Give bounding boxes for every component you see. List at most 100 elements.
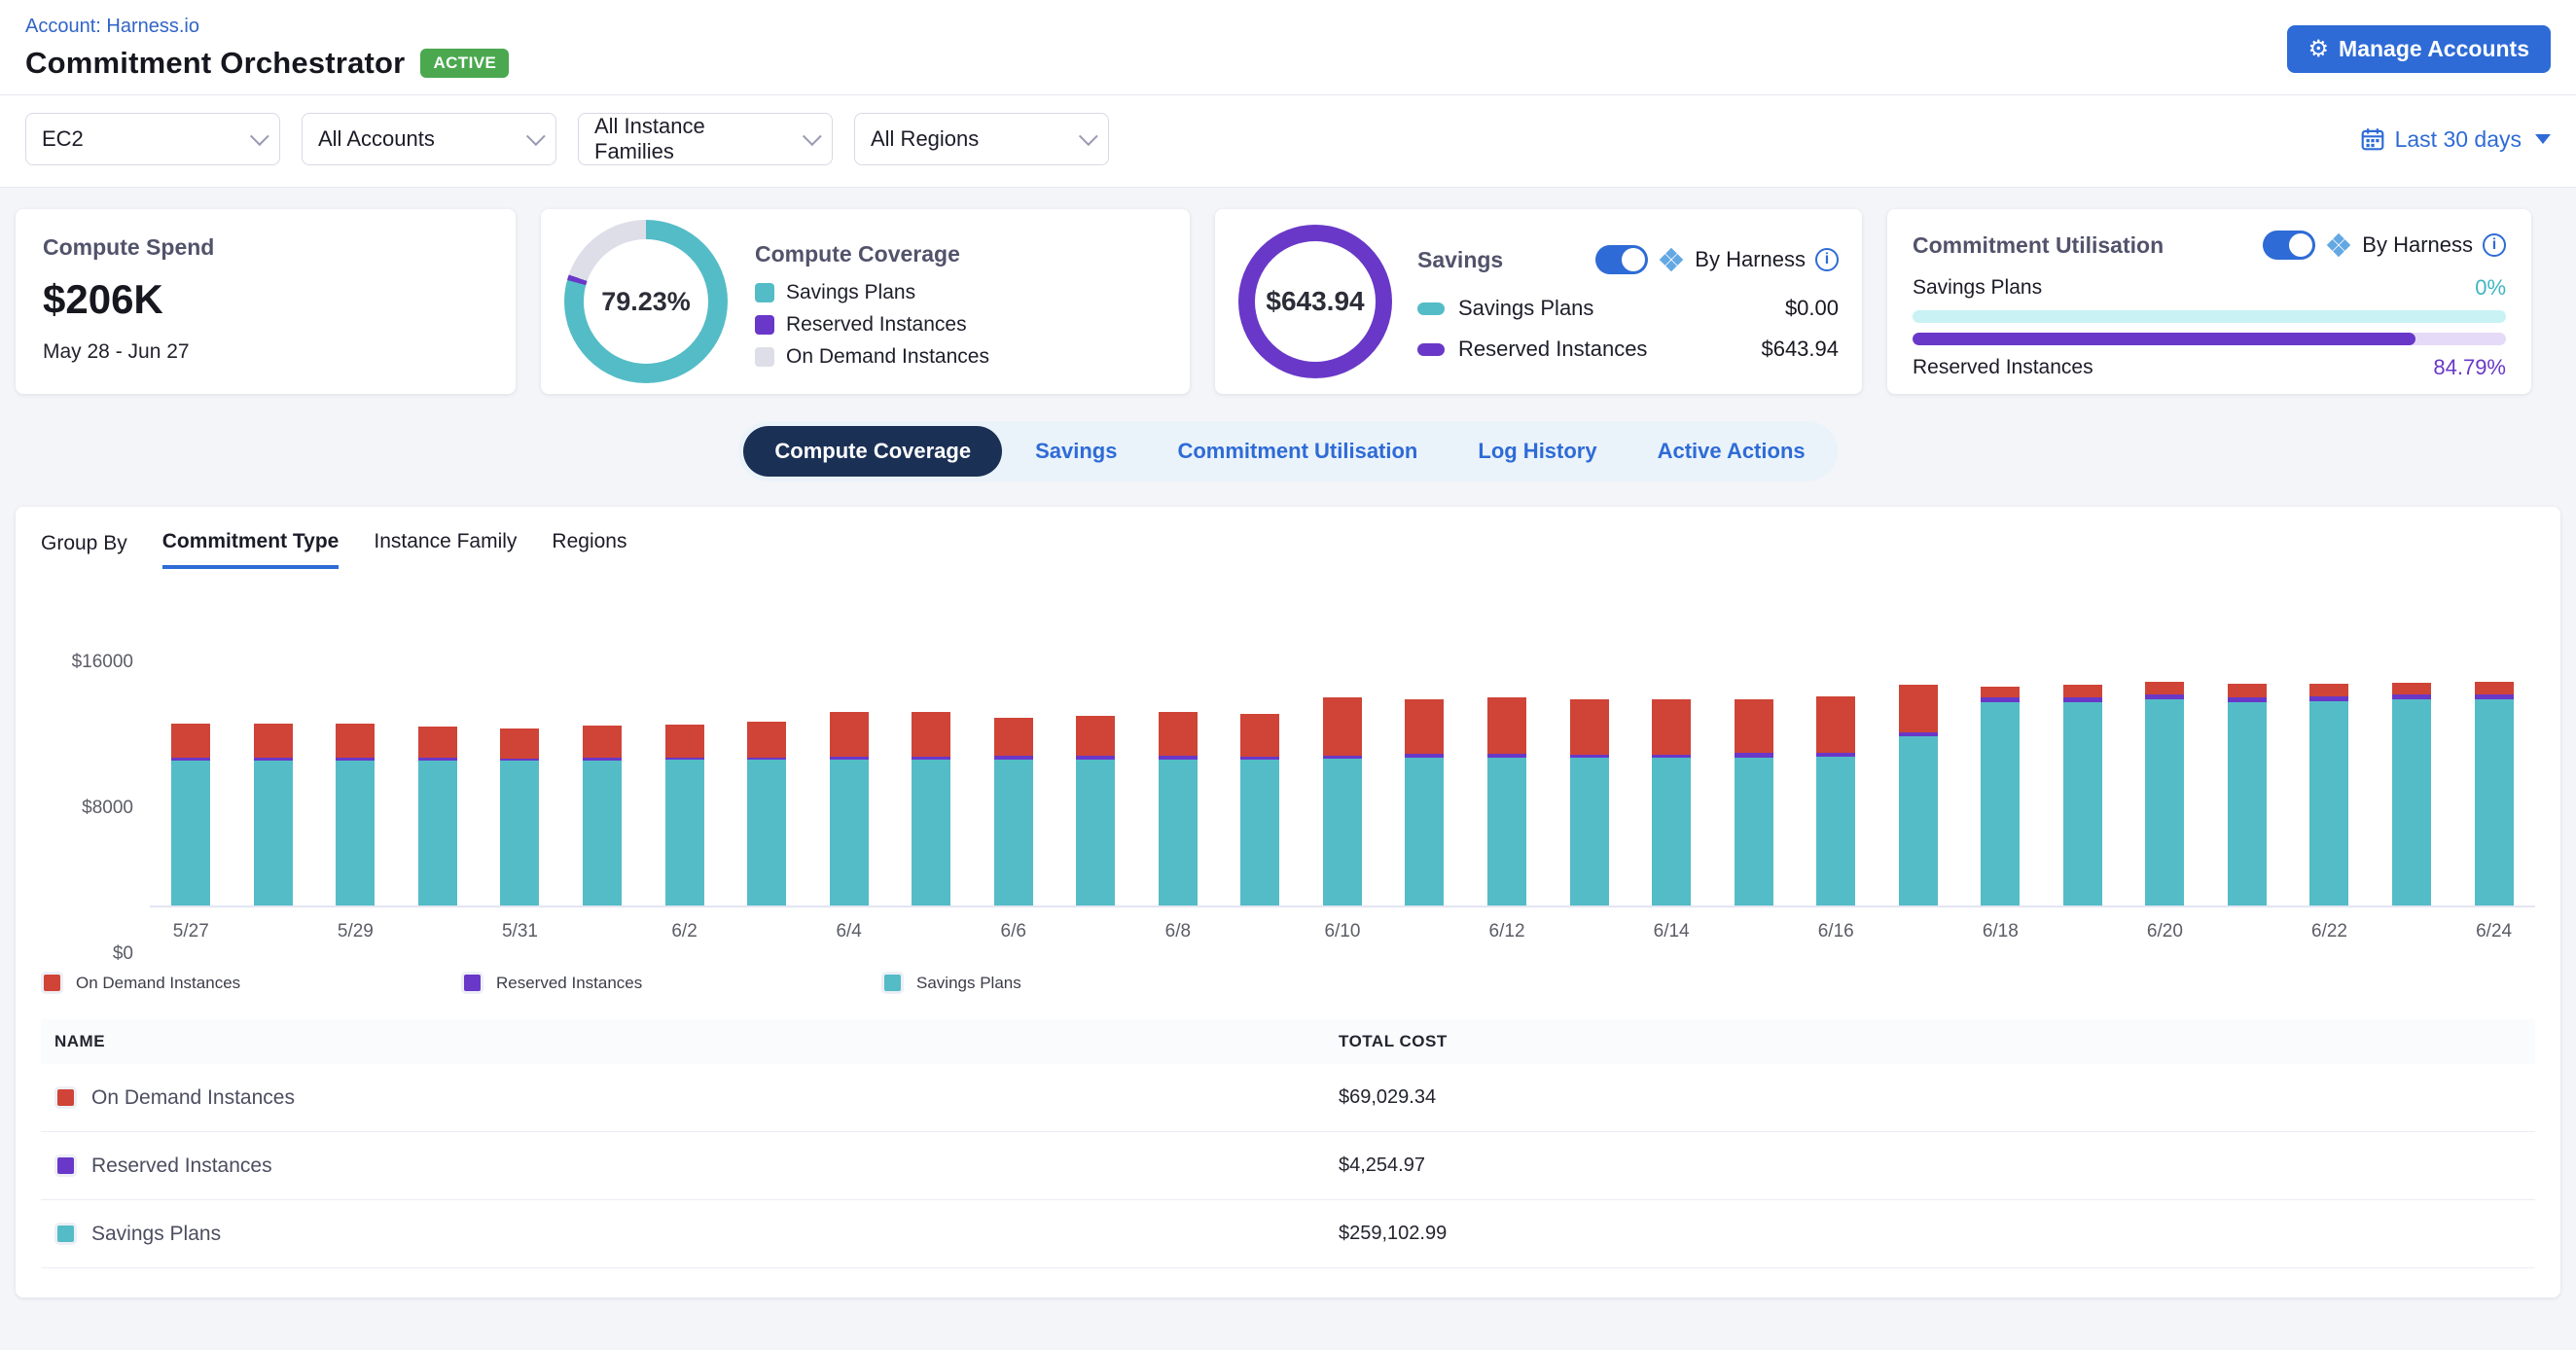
group-by-option-instance-family[interactable]: Instance Family [374, 530, 518, 552]
bar-segment-savings-plans [253, 760, 293, 906]
bar-column-5-31[interactable] [479, 616, 561, 906]
bar-segment-reserved-instances [1487, 754, 1527, 759]
bar-segment-on-demand-instances [2145, 682, 2185, 695]
bar-segment-on-demand-instances [1487, 697, 1527, 755]
bar-stack [1569, 699, 1609, 906]
bar-column-6-10[interactable] [1302, 616, 1384, 906]
table-row-savings-plans[interactable]: Savings Plans $259,102.99 [41, 1200, 2535, 1268]
x-axis-tick [1877, 921, 1959, 942]
date-range-picker[interactable]: Last 30 days [2360, 126, 2551, 153]
bar-column-5-30[interactable] [397, 616, 480, 906]
row-total-cost: $4,254.97 [1339, 1155, 1425, 1176]
bar-column-6-6[interactable] [972, 616, 1055, 906]
bar-column-6-12[interactable] [1466, 616, 1549, 906]
bar-segment-reserved-instances [1569, 755, 1609, 759]
manage-accounts-label: Manage Accounts [2339, 36, 2529, 61]
bar-stack [2062, 685, 2102, 906]
row-name: Savings Plans [91, 1222, 222, 1245]
bar-column-6-7[interactable] [1055, 616, 1137, 906]
x-axis-tick [397, 921, 480, 942]
manage-accounts-button[interactable]: ⚙ Manage Accounts [2286, 25, 2551, 73]
info-icon[interactable]: i [1815, 248, 1839, 271]
bar-column-6-19[interactable] [2042, 616, 2125, 906]
coverage-percent: 79.23% [601, 286, 691, 316]
bar-stack [1734, 699, 1773, 906]
savings-plans-utilisation-percent: 0% [2475, 275, 2506, 300]
bar-column-6-5[interactable] [890, 616, 973, 906]
bar-column-6-8[interactable] [1137, 616, 1220, 906]
bar-column-5-29[interactable] [314, 616, 397, 906]
service-select-value: EC2 [42, 126, 84, 151]
info-icon[interactable]: i [2483, 233, 2506, 257]
bar-column-6-23[interactable] [2371, 616, 2453, 906]
bar-column-6-3[interactable] [726, 616, 808, 906]
bar-column-6-11[interactable] [1383, 616, 1466, 906]
bar-column-6-18[interactable] [1959, 616, 2042, 906]
bar-column-6-9[interactable] [1219, 616, 1302, 906]
savings-card: $643.94 Savings By Harness i [1215, 209, 1862, 394]
table-row-on-demand-instances[interactable]: On Demand Instances $69,029.34 [41, 1064, 2535, 1132]
chart-legend-item-savings-plans: Savings Plans [881, 972, 1302, 994]
chevron-down-icon [803, 126, 822, 147]
accounts-select[interactable]: All Accounts [302, 113, 556, 165]
bar-segment-on-demand-instances [1240, 714, 1280, 758]
bar-segment-reserved-instances [1816, 753, 1856, 758]
bar-segment-savings-plans [1405, 758, 1445, 906]
bar-segment-reserved-instances [1898, 731, 1938, 736]
bar-stack [1322, 697, 1362, 906]
bar-column-6-1[interactable] [561, 616, 644, 906]
utilisation-by-harness-toggle[interactable] [2263, 231, 2316, 260]
summary-cards-row: Compute Spend $206K May 28 - Jun 27 79.2… [0, 188, 2576, 394]
chevron-down-icon [1078, 126, 1098, 147]
savings-by-harness-toggle[interactable] [1595, 245, 1649, 274]
tab-log-history[interactable]: Log History [1478, 439, 1597, 463]
x-axis-tick [1219, 921, 1302, 942]
x-axis-tick: 5/29 [337, 921, 374, 941]
bar-segment-savings-plans [2309, 701, 2349, 906]
bar-column-6-13[interactable] [1548, 616, 1630, 906]
instance-families-select[interactable]: All Instance Families [578, 113, 833, 165]
regions-select[interactable]: All Regions [854, 113, 1109, 165]
row-name-cell: Savings Plans [54, 1223, 1339, 1246]
bar-column-6-2[interactable] [643, 616, 726, 906]
bar-column-6-4[interactable] [807, 616, 890, 906]
bar-segment-savings-plans [171, 760, 211, 906]
tab-compute-coverage[interactable]: Compute Coverage [743, 426, 1003, 477]
bar-column-6-21[interactable] [2206, 616, 2289, 906]
compute-spend-title: Compute Spend [43, 234, 215, 260]
compute-coverage-panel: Group By Commitment Type Instance Family R… [16, 507, 2560, 1297]
tab-active-actions[interactable]: Active Actions [1657, 439, 1806, 463]
tab-commitment-utilisation[interactable]: Commitment Utilisation [1177, 439, 1418, 463]
bar-column-5-28[interactable] [233, 616, 315, 906]
bar-segment-on-demand-instances [1981, 686, 2021, 698]
x-axis-tick [1548, 921, 1630, 942]
service-select[interactable]: EC2 [25, 113, 280, 165]
group-by-option-regions[interactable]: Regions [552, 530, 627, 552]
bar-segment-reserved-instances [1322, 756, 1362, 760]
bar-segment-on-demand-instances [1652, 699, 1692, 756]
breadcrumb[interactable]: Account: Harness.io [25, 16, 199, 37]
bar-column-5-27[interactable] [150, 616, 233, 906]
compute-coverage-card: 79.23% Compute Coverage Savings Plans Res… [541, 209, 1190, 394]
table-row-reserved-instances[interactable]: Reserved Instances $4,254.97 [41, 1132, 2535, 1200]
bar-column-6-15[interactable] [1712, 616, 1795, 906]
bar-segment-savings-plans [993, 760, 1033, 906]
savings-plans-swatch [755, 282, 774, 302]
instance-families-select-value: All Instance Families [594, 114, 705, 163]
compute-spend-card: Compute Spend $206K May 28 - Jun 27 [16, 209, 516, 394]
bar-stack [171, 723, 211, 906]
bar-stack [2309, 684, 2349, 906]
bar-column-6-20[interactable] [2124, 616, 2206, 906]
coverage-bar-chart: $0 $8000 $16000 5/27 5/29 5/31 6/2 6/4 6/6 6/8 6/… [41, 616, 2535, 964]
bar-segment-reserved-instances [1981, 697, 2021, 702]
group-by-option-commitment-type[interactable]: Commitment Type [161, 530, 340, 569]
bar-column-6-16[interactable] [1795, 616, 1878, 906]
bar-segment-on-demand-instances [747, 722, 787, 758]
tab-savings[interactable]: Savings [1035, 439, 1118, 463]
bar-segment-reserved-instances [2474, 694, 2514, 700]
bar-segment-reserved-instances [2392, 694, 2432, 700]
bar-column-6-22[interactable] [2288, 616, 2371, 906]
bar-column-6-14[interactable] [1630, 616, 1713, 906]
bar-column-6-24[interactable] [2452, 616, 2535, 906]
bar-column-6-17[interactable] [1877, 616, 1959, 906]
